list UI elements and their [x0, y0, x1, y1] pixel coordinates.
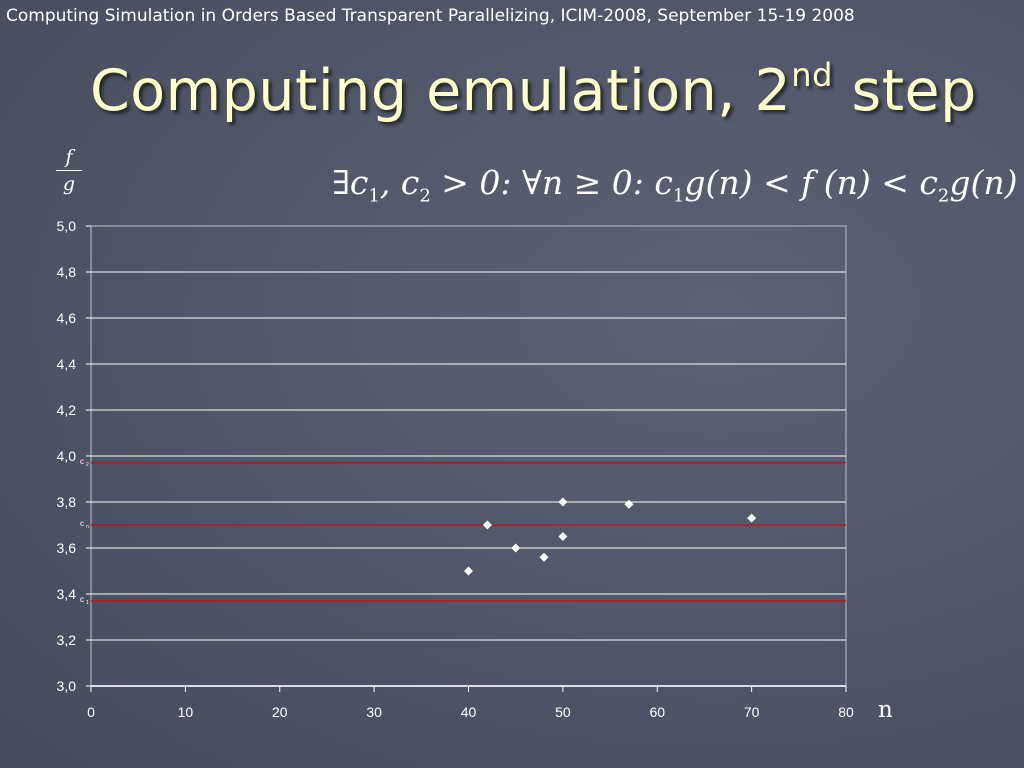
- data-point: [511, 543, 521, 553]
- formula-subscript: 2: [937, 185, 950, 207]
- data-point: [482, 520, 492, 530]
- x-tick-label: 60: [649, 704, 665, 720]
- data-point: [624, 499, 634, 509]
- y-tick-label: 4,0: [57, 448, 77, 464]
- y-tick-label: 5,0: [57, 218, 77, 234]
- reference-line-label: c: [80, 457, 84, 466]
- reference-line-label: c: [80, 519, 84, 528]
- data-point: [747, 513, 757, 523]
- reference-line-sublabel: 2: [86, 462, 89, 468]
- data-point: [539, 552, 549, 562]
- x-tick-label: 0: [87, 704, 95, 720]
- x-tick-label: 50: [555, 704, 571, 720]
- slide-header: Computing Simulation in Orders Based Tra…: [6, 6, 855, 26]
- x-tick-label: 30: [366, 704, 382, 720]
- title-main: Computing emulation, 2: [90, 58, 792, 124]
- y-axis-fraction: f g: [56, 146, 82, 195]
- y-tick-label: 3,0: [57, 678, 77, 694]
- x-tick-label: 40: [461, 704, 477, 720]
- data-point: [558, 532, 568, 541]
- reference-line-sublabel: n: [86, 524, 89, 530]
- y-tick-label: 4,6: [57, 310, 77, 326]
- bounds-formula: ∃c1, c2 > 0: ∀n ≥ 0: c1g(n) < f (n) < c2…: [332, 163, 1018, 207]
- y-tick-label: 3,2: [57, 632, 77, 648]
- x-tick-label: 20: [272, 704, 288, 720]
- formula-subscript: 1: [672, 185, 685, 207]
- title-superscript: nd: [791, 56, 833, 94]
- y-tick-label: 4,2: [57, 402, 77, 418]
- y-tick-label: 4,4: [57, 356, 77, 372]
- y-tick-label: 3,6: [57, 540, 77, 556]
- fraction-bar: [56, 170, 82, 171]
- y-tick-label: 3,8: [57, 494, 77, 510]
- fraction-denominator: g: [62, 173, 76, 195]
- formula-part: g(n) < f (n) < c: [684, 163, 938, 202]
- x-tick-label: 80: [838, 704, 854, 720]
- data-point: [464, 566, 473, 576]
- x-tick-label: 70: [744, 704, 760, 720]
- formula-part: ∃c: [332, 163, 369, 202]
- formula-part: > 0: ∀n ≥ 0: c: [430, 163, 673, 202]
- formula-part: , c: [379, 163, 420, 202]
- x-axis-letter: n: [878, 697, 893, 723]
- slide-title: Computing emulation, 2nd step: [90, 56, 977, 124]
- formula-subscript: 2: [419, 185, 431, 207]
- formula-subscript: 1: [368, 185, 380, 207]
- reference-line-sublabel: 1: [86, 600, 89, 606]
- fraction-numerator: f: [65, 146, 73, 168]
- x-tick-label: 10: [178, 704, 194, 720]
- y-tick-label: 4,8: [57, 264, 77, 280]
- data-point: [558, 497, 568, 507]
- y-tick-label: 3,4: [57, 586, 77, 602]
- formula-part: g(n): [949, 163, 1018, 202]
- reference-line-label: c: [80, 595, 84, 604]
- title-end: step: [832, 58, 977, 124]
